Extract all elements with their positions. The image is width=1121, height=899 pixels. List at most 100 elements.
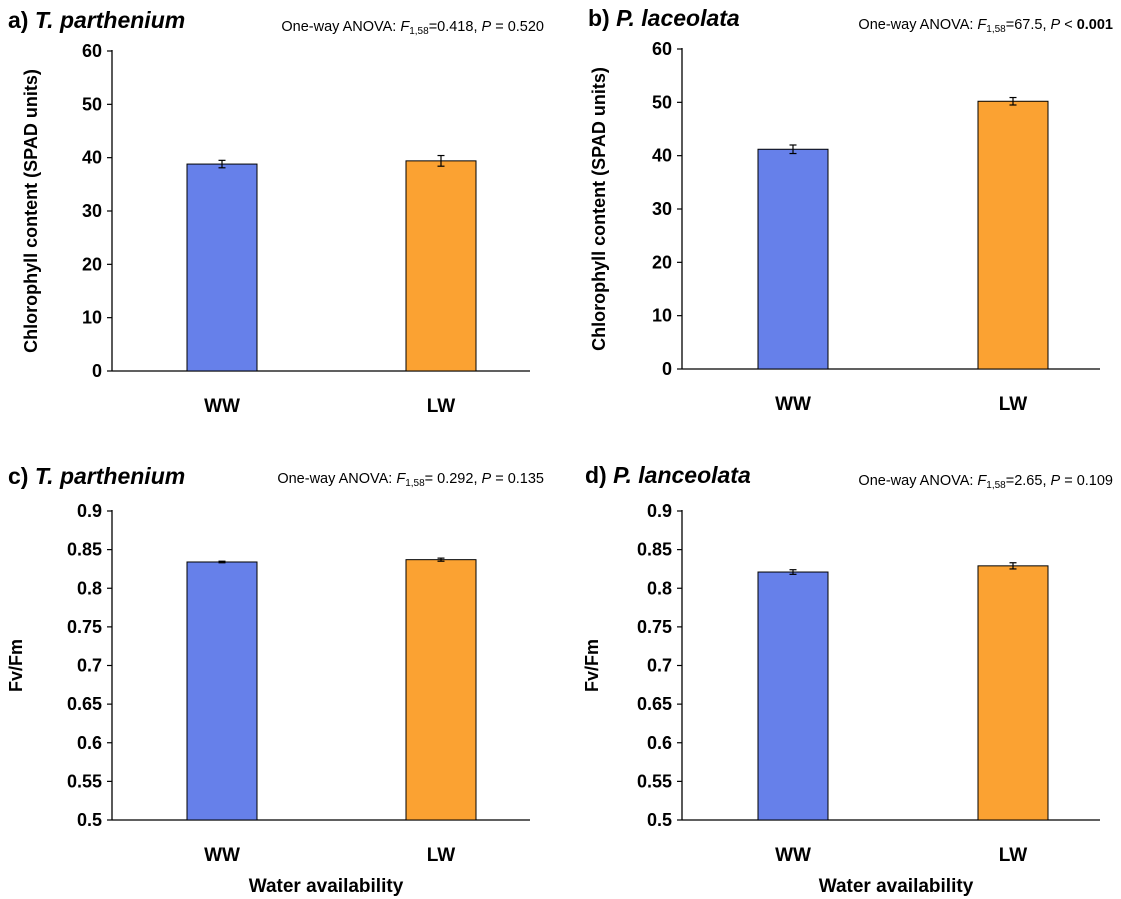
y-tick-label: 20 xyxy=(82,254,102,274)
anova-f-value: = 0.292, xyxy=(425,471,482,487)
anova-f-symbol: F xyxy=(977,17,987,33)
x-category-label: WW xyxy=(775,394,811,415)
anova-annotation: One-way ANOVA: F1,58=2.65, P = 0.109 xyxy=(858,473,1113,491)
anova-prefix: One-way ANOVA: xyxy=(277,471,396,487)
anova-prefix: One-way ANOVA: xyxy=(281,19,400,35)
anova-f-value: =0.418, xyxy=(429,19,482,35)
anova-df: 1,58 xyxy=(986,480,1006,491)
y-tick-label: 20 xyxy=(652,252,672,272)
anova-p-relation: = xyxy=(1060,473,1077,489)
y-tick-label: 40 xyxy=(652,146,672,166)
y-tick-label: 60 xyxy=(82,41,102,61)
y-tick-label: 0.5 xyxy=(77,810,102,830)
anova-p-symbol: P xyxy=(1051,473,1061,489)
y-axis-label: Chlorophyll content (SPAD units) xyxy=(589,67,609,351)
x-axis-label: Water availability xyxy=(249,876,404,897)
y-tick-label: 0.8 xyxy=(647,578,672,598)
y-tick-label: 0.85 xyxy=(637,540,672,560)
x-category-label: WW xyxy=(204,396,240,417)
y-axis-label: Chlorophyll content (SPAD units) xyxy=(21,69,41,353)
panel-title: b) P. laceolata xyxy=(588,5,740,31)
anova-p-symbol: P xyxy=(482,19,492,35)
anova-p-symbol: P xyxy=(1051,17,1061,33)
panel-letter: b) xyxy=(588,5,616,31)
y-tick-label: 0.65 xyxy=(67,694,102,714)
anova-p-value: 0.520 xyxy=(508,19,544,35)
y-tick-label: 0 xyxy=(92,361,102,381)
bar-lw xyxy=(405,559,477,821)
anova-annotation: One-way ANOVA: F1,58= 0.292, P = 0.135 xyxy=(277,471,544,489)
y-tick-label: 10 xyxy=(82,308,102,328)
y-tick-label: 0.55 xyxy=(67,771,102,791)
chart-panel-3: c) T. parthenium One-way ANOVA: F1,58= 0.… xyxy=(6,463,544,897)
anova-f-value: =2.65, xyxy=(1006,473,1051,489)
y-tick-label: 0.55 xyxy=(637,771,672,791)
panel-letter: a) xyxy=(8,7,35,33)
y-tick-label: 0.9 xyxy=(77,501,102,521)
x-axis-label: Water availability xyxy=(819,876,974,897)
y-tick-label: 0.9 xyxy=(647,501,672,521)
bar-lw xyxy=(977,100,1049,370)
anova-df: 1,58 xyxy=(409,26,429,37)
y-tick-label: 0.8 xyxy=(77,578,102,598)
anova-annotation: One-way ANOVA: F1,58=0.418, P = 0.520 xyxy=(281,19,544,37)
anova-prefix: One-way ANOVA: xyxy=(858,473,977,489)
bar-ww xyxy=(186,163,258,372)
anova-df: 1,58 xyxy=(986,24,1006,35)
bar-lw xyxy=(405,160,477,372)
x-category-label: LW xyxy=(427,845,456,866)
chart-panel-4: d) P. lanceolata One-way ANOVA: F1,58=2.6… xyxy=(582,462,1113,897)
anova-p-relation: = xyxy=(491,19,508,35)
y-tick-label: 30 xyxy=(652,199,672,219)
anova-p-value: 0.135 xyxy=(508,471,544,487)
y-tick-label: 50 xyxy=(652,92,672,112)
y-tick-label: 30 xyxy=(82,201,102,221)
panel-title: a) T. parthenium xyxy=(8,7,185,33)
anova-p-value: 0.109 xyxy=(1077,473,1113,489)
panel-title: c) T. parthenium xyxy=(8,463,185,489)
x-category-label: WW xyxy=(775,845,811,866)
anova-p-symbol: P xyxy=(482,471,492,487)
species-name: P. lanceolata xyxy=(613,462,751,488)
x-category-label: WW xyxy=(204,845,240,866)
bar-lw xyxy=(977,565,1049,821)
panel-title: d) P. lanceolata xyxy=(585,462,751,488)
y-axis-label: Fv/Fm xyxy=(582,639,602,692)
x-category-label: LW xyxy=(427,396,456,417)
anova-prefix: One-way ANOVA: xyxy=(858,17,977,33)
species-name: T. parthenium xyxy=(35,7,185,33)
y-tick-label: 40 xyxy=(82,148,102,168)
anova-f-symbol: F xyxy=(396,471,406,487)
chart-panel-1: a) T. parthenium One-way ANOVA: F1,58=0.4… xyxy=(8,7,544,417)
anova-p-relation: = xyxy=(491,471,508,487)
y-axis-label: Fv/Fm xyxy=(6,639,26,692)
y-tick-label: 0.6 xyxy=(647,733,672,753)
y-tick-label: 0.6 xyxy=(77,733,102,753)
panel-letter: d) xyxy=(585,462,613,488)
y-tick-label: 0.65 xyxy=(637,694,672,714)
species-name: T. parthenium xyxy=(35,463,185,489)
species-name: P. laceolata xyxy=(616,5,740,31)
y-tick-label: 0.75 xyxy=(637,617,672,637)
x-category-label: LW xyxy=(999,394,1028,415)
anova-annotation: One-way ANOVA: F1,58=67.5, P < 0.001 xyxy=(858,17,1113,35)
y-tick-label: 0.85 xyxy=(67,540,102,560)
bar-ww xyxy=(757,571,829,821)
y-tick-label: 0.7 xyxy=(77,656,102,676)
chart-panel-2: b) P. laceolata One-way ANOVA: F1,58=67.5… xyxy=(588,5,1113,415)
y-tick-label: 0 xyxy=(662,359,672,379)
y-tick-label: 0.5 xyxy=(647,810,672,830)
anova-f-symbol: F xyxy=(977,473,987,489)
bar-ww xyxy=(186,561,258,821)
anova-f-value: =67.5, xyxy=(1006,17,1051,33)
panel-letter: c) xyxy=(8,463,35,489)
anova-p-value: 0.001 xyxy=(1077,17,1113,33)
y-tick-label: 0.75 xyxy=(67,617,102,637)
y-tick-label: 60 xyxy=(652,39,672,59)
bar-ww xyxy=(757,148,829,370)
anova-df: 1,58 xyxy=(405,478,425,489)
anova-p-relation: < xyxy=(1060,17,1077,33)
y-tick-label: 0.7 xyxy=(647,656,672,676)
anova-f-symbol: F xyxy=(400,19,410,35)
